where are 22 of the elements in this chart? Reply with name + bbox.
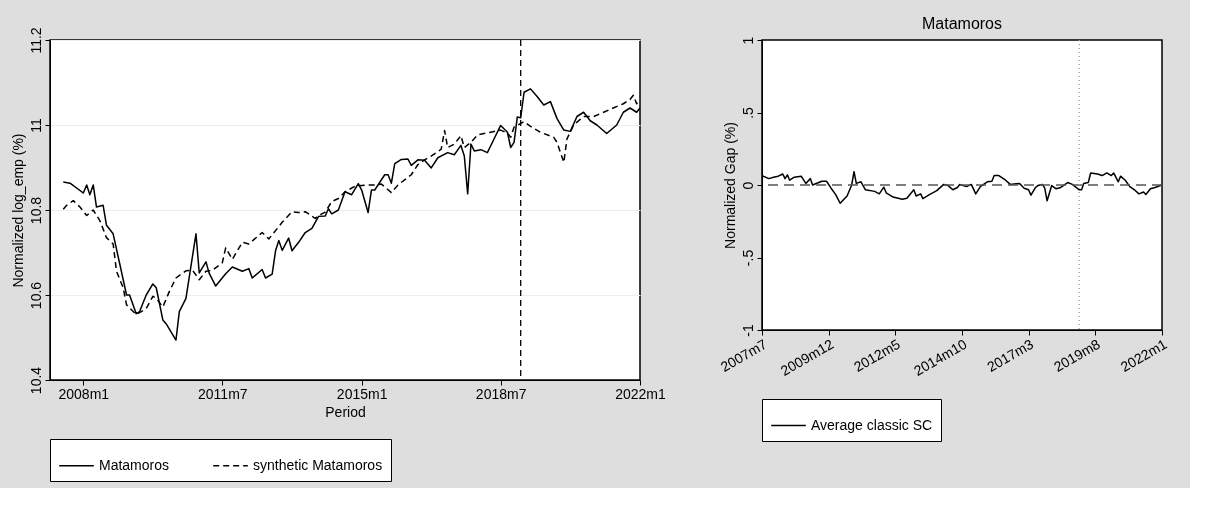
legend-label: Average classic SC bbox=[811, 416, 933, 433]
x-axis-title: Period bbox=[325, 403, 366, 420]
chart-title: Matamoros bbox=[921, 15, 1003, 33]
y-tick-label: 0 bbox=[739, 181, 756, 190]
y-tick-label: 11 bbox=[27, 118, 44, 133]
y-tick-label: -.5 bbox=[739, 249, 756, 267]
y-tick-label: 10.6 bbox=[27, 281, 44, 310]
y-tick-label: 11.2 bbox=[27, 27, 44, 54]
y-axis-title: Normalized Gap (%) bbox=[721, 122, 738, 249]
x-tick-label: 2011m7 bbox=[198, 385, 248, 402]
y-tick-label: 1 bbox=[739, 36, 756, 45]
x-tick-label: 2022m1 bbox=[615, 385, 667, 402]
legend-label: Matamoros bbox=[99, 456, 170, 473]
x-tick-label: 2008m1 bbox=[58, 385, 110, 402]
y-axis-title: Normalized log_emp (%) bbox=[9, 133, 26, 288]
y-tick-label: .5 bbox=[739, 106, 756, 119]
y-tick-label: 10.4 bbox=[27, 366, 44, 395]
y-tick-label: -1 bbox=[739, 324, 756, 337]
x-tick-label: 2018m7 bbox=[475, 385, 527, 402]
legend-label: synthetic Matamoros bbox=[253, 456, 383, 473]
x-tick-label: 2015m1 bbox=[336, 385, 388, 402]
y-tick-label: 10.8 bbox=[27, 196, 44, 225]
